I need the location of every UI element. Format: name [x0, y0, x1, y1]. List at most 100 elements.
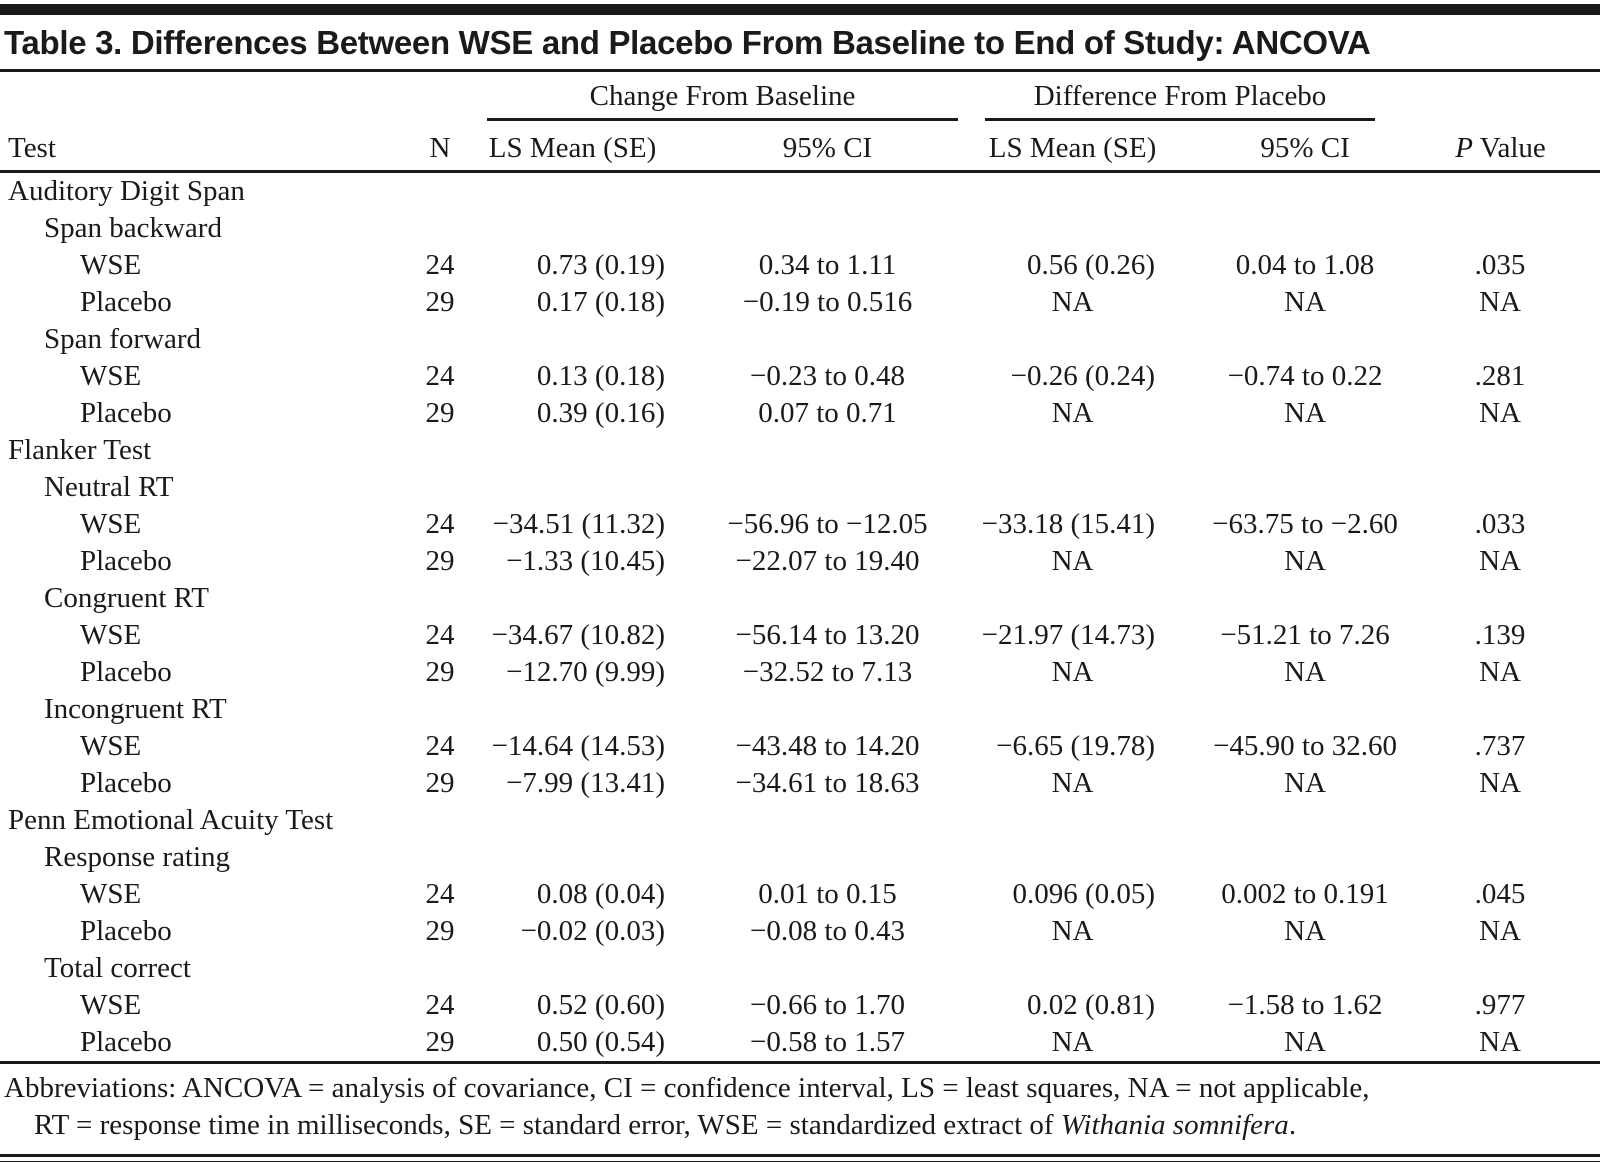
cell: NA	[1284, 286, 1326, 318]
cell	[415, 321, 465, 358]
cell: NA	[1051, 397, 1094, 429]
cell	[680, 210, 975, 247]
cell: 24	[425, 619, 455, 651]
row-label: Placebo	[80, 397, 172, 429]
cell: 29	[425, 915, 455, 947]
cell	[975, 950, 1170, 987]
cell	[1440, 691, 1600, 728]
footnote-period: .	[1288, 1109, 1297, 1141]
cell	[680, 580, 975, 617]
row-label: Placebo	[80, 286, 172, 318]
cell	[465, 172, 680, 211]
cell: 0.56 (0.26)	[1026, 249, 1156, 281]
row-label: WSE	[80, 619, 142, 651]
bottom-rule	[0, 1154, 1600, 1162]
group-header-underline: Change From Baseline	[487, 72, 959, 121]
cell: −14.64 (14.53)	[491, 730, 665, 762]
table-row: Placebo 29 −1.33 (10.45) −22.07 to 19.40 NA N…	[0, 543, 1600, 580]
group-header-underline: Difference From Placebo	[985, 72, 1376, 121]
p-rest: Value	[1473, 132, 1546, 164]
cell	[975, 580, 1170, 617]
cell: .977	[1474, 989, 1526, 1021]
cell: −56.96 to −12.05	[727, 508, 928, 540]
cell: 29	[425, 397, 455, 429]
cell: −0.02 (0.03)	[520, 915, 665, 947]
table-row: Flanker Test	[0, 432, 1600, 469]
table-header: Change From Baseline Difference From Pla…	[0, 72, 1600, 173]
cell: −6.65 (19.78)	[996, 730, 1156, 762]
cell	[1170, 172, 1440, 211]
cell: −34.67 (10.82)	[491, 619, 665, 651]
row-label: Penn Emotional Acuity Test	[8, 804, 334, 836]
cell: −1.58 to 1.62	[1227, 989, 1383, 1021]
cell: .035	[1474, 249, 1526, 281]
cell: −34.51 (11.32)	[492, 508, 665, 540]
cell	[975, 839, 1170, 876]
cell: −0.19 to 0.516	[742, 286, 913, 318]
cell	[1440, 950, 1600, 987]
cell: NA	[1479, 656, 1521, 688]
cell	[680, 802, 975, 839]
cell	[975, 691, 1170, 728]
cell: 0.08 (0.04)	[536, 878, 665, 910]
row-label: Placebo	[80, 915, 172, 947]
table-row: Placebo 29 0.39 (0.16) 0.07 to 0.71 NA NA NA	[0, 395, 1600, 432]
cell: 24	[425, 360, 455, 392]
row-label: Neutral RT	[44, 471, 174, 503]
table-body: Auditory Digit Span Span backward WSE 24 0.7…	[0, 172, 1600, 1062]
cell	[1170, 580, 1440, 617]
cell: .281	[1474, 360, 1526, 392]
cell: 0.52 (0.60)	[536, 989, 665, 1021]
row-label: Congruent RT	[44, 582, 209, 614]
cell: −63.75 to −2.60	[1212, 508, 1398, 540]
cell	[975, 210, 1170, 247]
cell: 0.34 to 1.11	[758, 249, 897, 281]
cell: NA	[1051, 286, 1094, 318]
cell	[975, 321, 1170, 358]
row-label: WSE	[80, 360, 142, 392]
cell	[465, 802, 680, 839]
table-row: WSE 24 −14.64 (14.53) −43.48 to 14.20 −6.65 …	[0, 728, 1600, 765]
cell: −0.23 to 0.48	[750, 360, 905, 392]
cell	[1170, 839, 1440, 876]
cell: 29	[425, 545, 455, 577]
cell	[465, 580, 680, 617]
row-label: WSE	[80, 730, 142, 762]
cell: −32.52 to 7.13	[742, 656, 913, 688]
cell	[415, 432, 465, 469]
row-label: WSE	[80, 878, 142, 910]
cell: NA	[1051, 915, 1094, 947]
cell	[465, 469, 680, 506]
cell: 0.39 (0.16)	[536, 397, 665, 429]
cell: −1.33 (10.45)	[506, 545, 665, 577]
table-row: WSE 24 −34.51 (11.32) −56.96 to −12.05 −33.1…	[0, 506, 1600, 543]
row-label: Total correct	[44, 952, 191, 984]
table-row: WSE 24 0.52 (0.60) −0.66 to 1.70 0.02 (0.81)…	[0, 987, 1600, 1024]
cell	[465, 321, 680, 358]
cell: −56.14 to 13.20	[735, 619, 920, 651]
table-row: WSE 24 0.08 (0.04) 0.01 to 0.15 0.096 (0.05)…	[0, 876, 1600, 913]
footnote-line-1: Abbreviations: ANCOVA = analysis of cova…	[4, 1072, 1370, 1104]
cell: .139	[1474, 619, 1526, 651]
cell: −0.66 to 1.70	[750, 989, 905, 1021]
table-title: Table 3. Differences Between WSE and Pla…	[0, 15, 1600, 72]
cell: −22.07 to 19.40	[735, 545, 920, 577]
cell: 0.096 (0.05)	[1012, 878, 1156, 910]
cell: NA	[1479, 1026, 1521, 1058]
cell: −0.08 to 0.43	[750, 915, 905, 947]
cell: 0.50 (0.54)	[536, 1026, 665, 1058]
table-row: Response rating	[0, 839, 1600, 876]
cell	[1170, 321, 1440, 358]
cell: 0.01 to 0.15	[758, 878, 897, 910]
cell: NA	[1479, 767, 1521, 799]
column-header-n: N	[415, 121, 465, 173]
spacer-cell	[0, 72, 415, 121]
cell	[415, 839, 465, 876]
cell	[415, 950, 465, 987]
table-row: Span forward	[0, 321, 1600, 358]
cell	[680, 839, 975, 876]
cell: NA	[1479, 545, 1521, 577]
footnote-species-name: Withania somnifera	[1060, 1109, 1289, 1141]
column-header-p-value: P Value	[1440, 121, 1600, 173]
cell: 24	[425, 730, 455, 762]
